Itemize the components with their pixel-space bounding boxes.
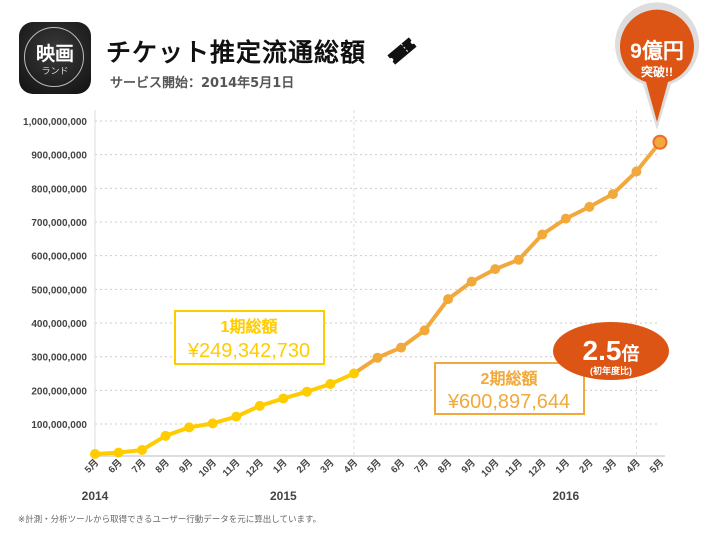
logo-subtext: ランド bbox=[41, 67, 69, 77]
y-tick-label: 500,000,000 bbox=[31, 285, 87, 296]
x-tick-label: 2月 bbox=[577, 457, 595, 475]
x-tick-label: 8月 bbox=[436, 457, 454, 475]
data-point bbox=[207, 418, 218, 429]
y-tick-label: 600,000,000 bbox=[31, 252, 87, 263]
x-tick-label: 6月 bbox=[389, 457, 407, 475]
year-label: 2015 bbox=[270, 489, 297, 503]
data-point bbox=[631, 166, 642, 177]
data-point bbox=[231, 411, 242, 422]
ratio-note: (初年度比) bbox=[590, 365, 632, 376]
data-point bbox=[372, 352, 383, 363]
data-point bbox=[490, 264, 501, 275]
y-tick-label: 900,000,000 bbox=[31, 151, 87, 162]
period2-amount: ¥600,897,644 bbox=[447, 391, 570, 413]
y-tick-label: 800,000,000 bbox=[31, 184, 87, 195]
data-point bbox=[466, 276, 477, 287]
x-tick-label: 3月 bbox=[318, 457, 336, 475]
x-tick-label: 12月 bbox=[526, 457, 548, 479]
data-point bbox=[325, 378, 336, 389]
eiga-land-logo: 映画 ランド bbox=[19, 22, 91, 94]
footnote: ※計測・分析ツールから取得できるユーザー行動データを元に算出しています。 bbox=[18, 515, 322, 525]
data-point bbox=[560, 213, 571, 224]
x-tick-label: 9月 bbox=[460, 457, 478, 475]
logo-text: 映画 bbox=[35, 43, 74, 65]
x-tick-label: 9月 bbox=[177, 457, 195, 475]
data-point bbox=[419, 325, 430, 336]
x-tick-label: 3月 bbox=[601, 457, 619, 475]
x-tick-label: 4月 bbox=[342, 457, 360, 475]
data-point bbox=[160, 430, 171, 441]
ratio-value: 2.5倍 bbox=[583, 335, 640, 366]
ticket-icon bbox=[387, 37, 417, 65]
data-point bbox=[348, 368, 359, 379]
x-tick-label: 5月 bbox=[83, 457, 101, 475]
data-point bbox=[607, 189, 618, 200]
x-tick-label: 8月 bbox=[154, 457, 172, 475]
data-point bbox=[584, 201, 595, 212]
data-point bbox=[137, 444, 148, 455]
service-start-date: サービス開始：2014年5月1日 bbox=[110, 76, 295, 91]
x-tick-label: 12月 bbox=[244, 457, 266, 479]
data-point bbox=[396, 342, 407, 353]
period1-amount: ¥249,342,730 bbox=[187, 340, 310, 362]
x-tick-label: 7月 bbox=[130, 457, 148, 475]
x-tick-label: 2月 bbox=[295, 457, 313, 475]
x-tick-label: 6月 bbox=[106, 457, 124, 475]
x-tick-label: 5月 bbox=[648, 457, 666, 475]
data-point bbox=[537, 229, 548, 240]
logo-ring bbox=[24, 27, 84, 87]
period2-box: 2期総額 ¥600,897,644 bbox=[434, 362, 585, 415]
data-point-latest bbox=[652, 134, 668, 150]
x-tick-label: 11月 bbox=[503, 457, 525, 479]
y-tick-label: 100,000,000 bbox=[31, 420, 87, 431]
x-tick-label: 11月 bbox=[221, 457, 243, 479]
data-point bbox=[513, 254, 524, 265]
period2-label: 2期総額 bbox=[481, 369, 538, 388]
data-point bbox=[443, 294, 454, 305]
x-tick-label: 1月 bbox=[271, 457, 289, 475]
period1-box: 1期総額 ¥249,342,730 bbox=[174, 310, 325, 365]
callout-line2: 突破!! bbox=[641, 64, 673, 79]
page-title: チケット推定流通総額 bbox=[106, 38, 367, 67]
series-segment bbox=[422, 297, 451, 333]
ratio-badge: 2.5倍 (初年度比) bbox=[553, 322, 669, 380]
data-point bbox=[113, 447, 124, 458]
callout-line1: 9億円 bbox=[630, 39, 684, 63]
y-tick-label: 400,000,000 bbox=[31, 319, 87, 330]
data-point bbox=[90, 448, 100, 459]
x-tick-label: 1月 bbox=[554, 457, 572, 475]
data-point bbox=[254, 400, 265, 411]
y-tick-label: 700,000,000 bbox=[31, 218, 87, 229]
x-tick-label: 5月 bbox=[365, 457, 383, 475]
x-tick-label: 10月 bbox=[479, 457, 501, 479]
series-segment bbox=[516, 232, 545, 262]
data-point bbox=[184, 422, 195, 433]
period1-label: 1期総額 bbox=[221, 317, 278, 336]
data-point bbox=[278, 393, 289, 404]
x-tick-label: 7月 bbox=[412, 457, 430, 475]
y-tick-label: 200,000,000 bbox=[31, 386, 87, 397]
data-point bbox=[301, 386, 312, 397]
x-tick-label: 4月 bbox=[624, 457, 642, 475]
series-segment bbox=[610, 169, 639, 197]
year-label: 2014 bbox=[82, 489, 109, 503]
y-tick-label: 1,000,000,000 bbox=[23, 117, 87, 128]
milestone-callout: 9億円 突破!! bbox=[615, 2, 699, 130]
x-tick-label: 10月 bbox=[197, 457, 219, 479]
y-tick-label: 300,000,000 bbox=[31, 353, 87, 364]
year-label: 2016 bbox=[552, 489, 579, 503]
